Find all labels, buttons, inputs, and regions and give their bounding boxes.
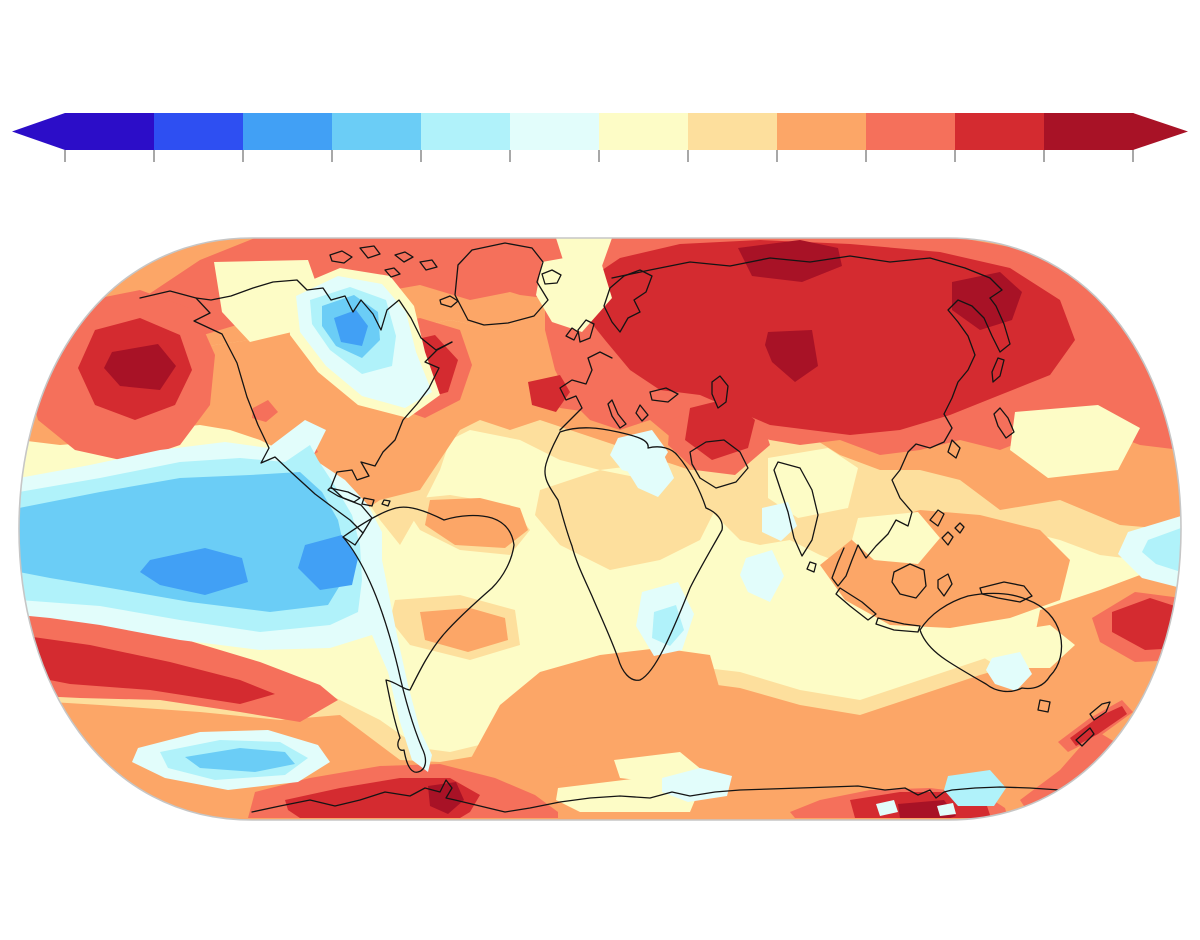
coastline-path	[329, 250, 353, 264]
coastline-path	[806, 561, 817, 573]
contour-region-sand-africa	[535, 470, 720, 570]
coastline-path	[1075, 727, 1095, 747]
contour-region-orange-brazil	[420, 608, 508, 652]
coastline-path	[381, 499, 391, 507]
projection-outline	[18, 237, 1182, 821]
contour-region-red-siberia	[580, 240, 1075, 435]
contour-region-salmon-na-dot-1	[252, 400, 278, 422]
contour-region-darkred-taymyr	[738, 240, 842, 282]
coastline-path	[394, 251, 414, 263]
colorbar-segment-anomaly-level-12-hottest	[1044, 113, 1134, 150]
coastline-path	[139, 290, 364, 546]
coastline-path	[439, 295, 459, 308]
colorbar-right-arrow-icon	[1133, 113, 1188, 150]
coastline-path	[919, 592, 1063, 693]
colorbar-segment-anomaly-level-1-coldest	[65, 113, 155, 150]
contour-region-yellow-arctic-notch	[556, 238, 612, 266]
coastline-path	[689, 439, 749, 489]
contour-region-yellow-pacific-right	[1010, 405, 1140, 478]
contour-region-vpale-speck-2	[937, 803, 956, 816]
contour-region-red-black-sea	[528, 375, 570, 412]
coastline-path	[603, 269, 653, 333]
contour-region-pale-right-edge	[1142, 528, 1181, 572]
colorbar-segment-anomaly-level-5	[421, 113, 511, 150]
coastline-path	[361, 497, 375, 507]
coastline-path	[907, 297, 1011, 453]
coastline-path	[711, 375, 729, 409]
contour-region-vpale-mozambique	[740, 550, 784, 602]
coastline-path	[342, 506, 515, 773]
coastline-path	[327, 487, 361, 503]
coastline-path	[195, 279, 453, 351]
colorbar-segment-anomaly-level-3	[243, 113, 333, 150]
contour-region-yellow-se-asia	[852, 512, 940, 564]
coastline-path	[577, 319, 595, 343]
contour-region-darkred-central-asia	[765, 330, 818, 382]
colorbar-segment-anomaly-level-4	[332, 113, 422, 150]
contour-region-red-s-band-left	[19, 635, 275, 704]
coastline-path	[635, 404, 649, 422]
coastline-path	[419, 259, 438, 271]
coastline-path	[607, 399, 627, 429]
colorbar-left-arrow-icon	[12, 113, 65, 150]
coastline-path	[891, 563, 927, 599]
coastline-path	[941, 531, 954, 546]
coastline-path	[454, 242, 549, 326]
contour-region-orange-s-indian	[470, 648, 720, 772]
colorbar-segment-anomaly-level-8	[688, 113, 778, 150]
contour-region-orange-ne-southamerica	[425, 498, 528, 548]
coastline-path	[330, 341, 453, 534]
coastline-path	[384, 267, 401, 278]
contour-region-blue-pacific-core-west	[140, 548, 248, 595]
colorbar-segment-anomaly-level-7	[599, 113, 689, 150]
contour-region-darkred-kamchatka	[952, 272, 1022, 330]
contour-region-blue-hudson	[334, 310, 368, 346]
coastline-path	[251, 779, 1123, 813]
contour-region-vpale-speck-1	[876, 800, 898, 816]
coastline-path	[991, 357, 1005, 383]
contour-region-vpale-australia	[986, 652, 1032, 691]
contour-region-red-new-zealand	[1070, 706, 1127, 746]
colorbar-segment-anomaly-level-6	[510, 113, 600, 150]
coastline-path	[611, 255, 1003, 299]
coastline-path	[835, 587, 877, 621]
colorbar-segment-anomaly-level-11	[955, 113, 1045, 150]
coastline-path	[947, 439, 961, 459]
contour-region-sky-southern-ocean	[185, 748, 295, 772]
contour-region-blue-pacific-core-east	[298, 535, 358, 590]
coastline-path	[1089, 701, 1111, 721]
coastlines	[139, 242, 1123, 813]
contour-region-red-east-australia	[1112, 598, 1181, 650]
coastline-path	[831, 451, 913, 587]
world-map	[19, 238, 1181, 820]
contour-region-darkred-n-pacific	[104, 344, 176, 390]
coastline-path	[1037, 699, 1051, 713]
coastline-path	[929, 509, 945, 527]
contour-region-vpale-arabian-sea	[628, 455, 674, 497]
coastline-path	[649, 387, 679, 403]
colorbar	[12, 113, 1188, 162]
colorbar-segment-anomaly-level-10	[866, 113, 956, 150]
contour-region-salmon-se-bevel	[1020, 730, 1120, 812]
coastline-path	[954, 522, 965, 534]
coastline-path	[993, 407, 1015, 439]
colorbar-segment-anomaly-level-9	[777, 113, 867, 150]
coastline-path	[541, 269, 562, 285]
contour-region-pale-central-africa	[652, 605, 684, 646]
coastline-path	[559, 351, 613, 431]
coastline-path	[544, 427, 723, 681]
coastline-path	[875, 617, 921, 633]
contour-region-sky-pacific-tongue	[19, 472, 345, 612]
colorbar-segment-anomaly-level-2	[154, 113, 244, 150]
coastline-path	[359, 245, 381, 259]
coastline-path	[773, 461, 819, 557]
coastline-path	[565, 327, 579, 341]
coastline-path	[937, 573, 953, 597]
